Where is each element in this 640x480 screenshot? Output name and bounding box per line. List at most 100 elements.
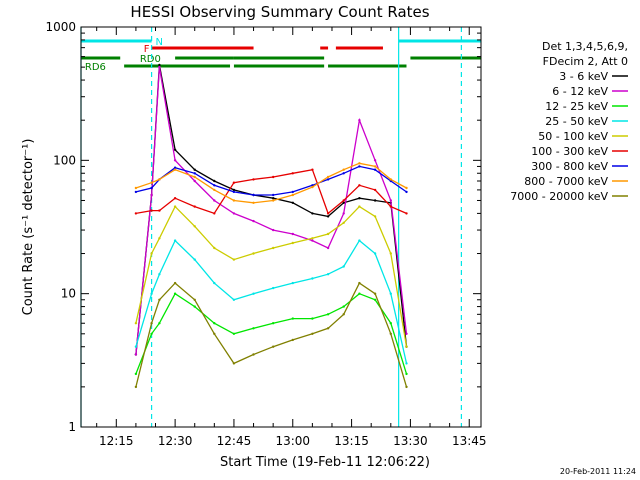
data-point — [342, 221, 345, 224]
data-point — [213, 184, 216, 187]
data-point — [272, 193, 275, 197]
data-point — [173, 159, 177, 162]
data-point — [291, 338, 294, 342]
data-point — [134, 212, 138, 215]
data-point — [252, 353, 255, 356]
data-point — [158, 273, 161, 276]
flag-label: RD0 — [140, 54, 161, 65]
data-point — [232, 199, 236, 202]
data-point — [134, 190, 138, 194]
data-point — [173, 148, 177, 151]
data-point — [326, 212, 330, 215]
data-point — [193, 175, 196, 179]
data-point — [291, 241, 294, 245]
data-point — [232, 181, 236, 184]
y-tick-label: 100 — [53, 153, 76, 167]
data-point — [358, 162, 361, 165]
legend-entry: 6 - 12 keV — [552, 85, 608, 98]
series-lines — [134, 63, 408, 389]
data-point — [405, 385, 408, 389]
data-point — [213, 281, 216, 285]
y-tick-label: 1000 — [45, 20, 76, 34]
data-point — [373, 188, 377, 192]
legend-entry: 50 - 100 keV — [538, 130, 608, 143]
data-point — [150, 181, 153, 184]
legend-entry: 25 - 50 keV — [545, 115, 608, 128]
series-line — [135, 64, 408, 355]
data-point — [291, 193, 294, 197]
data-point — [232, 188, 236, 192]
data-point — [252, 201, 255, 204]
data-point — [252, 219, 255, 223]
data-point — [134, 385, 138, 389]
data-point — [232, 258, 236, 261]
flag-label: RD6 — [85, 62, 106, 73]
legend-header: Det 1,3,4,5,6,9, — [542, 40, 628, 53]
data-point — [358, 281, 361, 285]
data-point — [389, 199, 392, 202]
x-axis-label: Start Time (19-Feb-11 12:06:22) — [220, 455, 430, 470]
y-tick-label: 1 — [68, 420, 76, 434]
series-line — [135, 239, 408, 364]
data-point — [326, 246, 330, 250]
data-point — [389, 252, 392, 255]
data-point — [213, 246, 216, 250]
data-point — [134, 372, 138, 376]
data-point — [134, 322, 138, 325]
data-point — [150, 186, 153, 190]
x-tick-label: 13:30 — [393, 434, 428, 448]
data-point — [252, 292, 255, 295]
x-tick-label: 12:45 — [217, 434, 252, 448]
data-point — [311, 185, 314, 189]
data-point — [232, 332, 236, 335]
data-point — [291, 317, 294, 320]
chart-title: HESSI Observing Summary Count Rates — [130, 3, 429, 21]
data-point — [134, 353, 138, 356]
data-point — [405, 186, 408, 190]
data-point — [311, 239, 314, 242]
y-tick-label: 10 — [61, 287, 76, 301]
data-point — [389, 322, 392, 325]
data-point — [193, 168, 196, 171]
data-point — [232, 298, 236, 301]
data-point — [342, 172, 345, 175]
legend-header: FDecim 2, Att 0 — [543, 55, 628, 68]
plot-frame — [80, 26, 482, 428]
data-point — [193, 205, 196, 208]
data-point — [158, 298, 161, 301]
data-point — [232, 212, 236, 215]
y-axis-label: Count Rate (s⁻¹ detector⁻¹) — [21, 139, 36, 316]
data-point — [342, 265, 345, 268]
data-point — [272, 322, 275, 325]
data-point — [173, 281, 177, 285]
data-point — [150, 332, 153, 335]
data-point — [272, 246, 275, 250]
data-point — [311, 237, 314, 240]
data-point — [342, 201, 345, 204]
series-line — [135, 168, 407, 215]
series-line — [135, 292, 408, 375]
data-point — [311, 317, 314, 320]
data-point — [405, 362, 408, 365]
data-point — [232, 362, 236, 365]
legend-entry: 12 - 25 keV — [545, 100, 608, 113]
data-point — [291, 172, 294, 175]
x-tick-label: 12:15 — [99, 434, 134, 448]
data-point — [252, 178, 255, 181]
data-point — [252, 327, 255, 330]
legend-entry: 300 - 800 keV — [531, 160, 608, 173]
data-point — [373, 165, 377, 168]
data-point — [193, 172, 196, 175]
data-point — [150, 209, 153, 212]
data-point — [389, 178, 392, 181]
x-tick-label: 13:15 — [334, 434, 369, 448]
data-point — [326, 327, 330, 330]
data-point — [389, 205, 392, 208]
data-point — [326, 178, 330, 181]
data-point — [150, 322, 153, 325]
data-point — [252, 252, 255, 255]
data-point — [193, 179, 196, 183]
data-point — [405, 345, 408, 348]
data-point — [358, 205, 361, 208]
